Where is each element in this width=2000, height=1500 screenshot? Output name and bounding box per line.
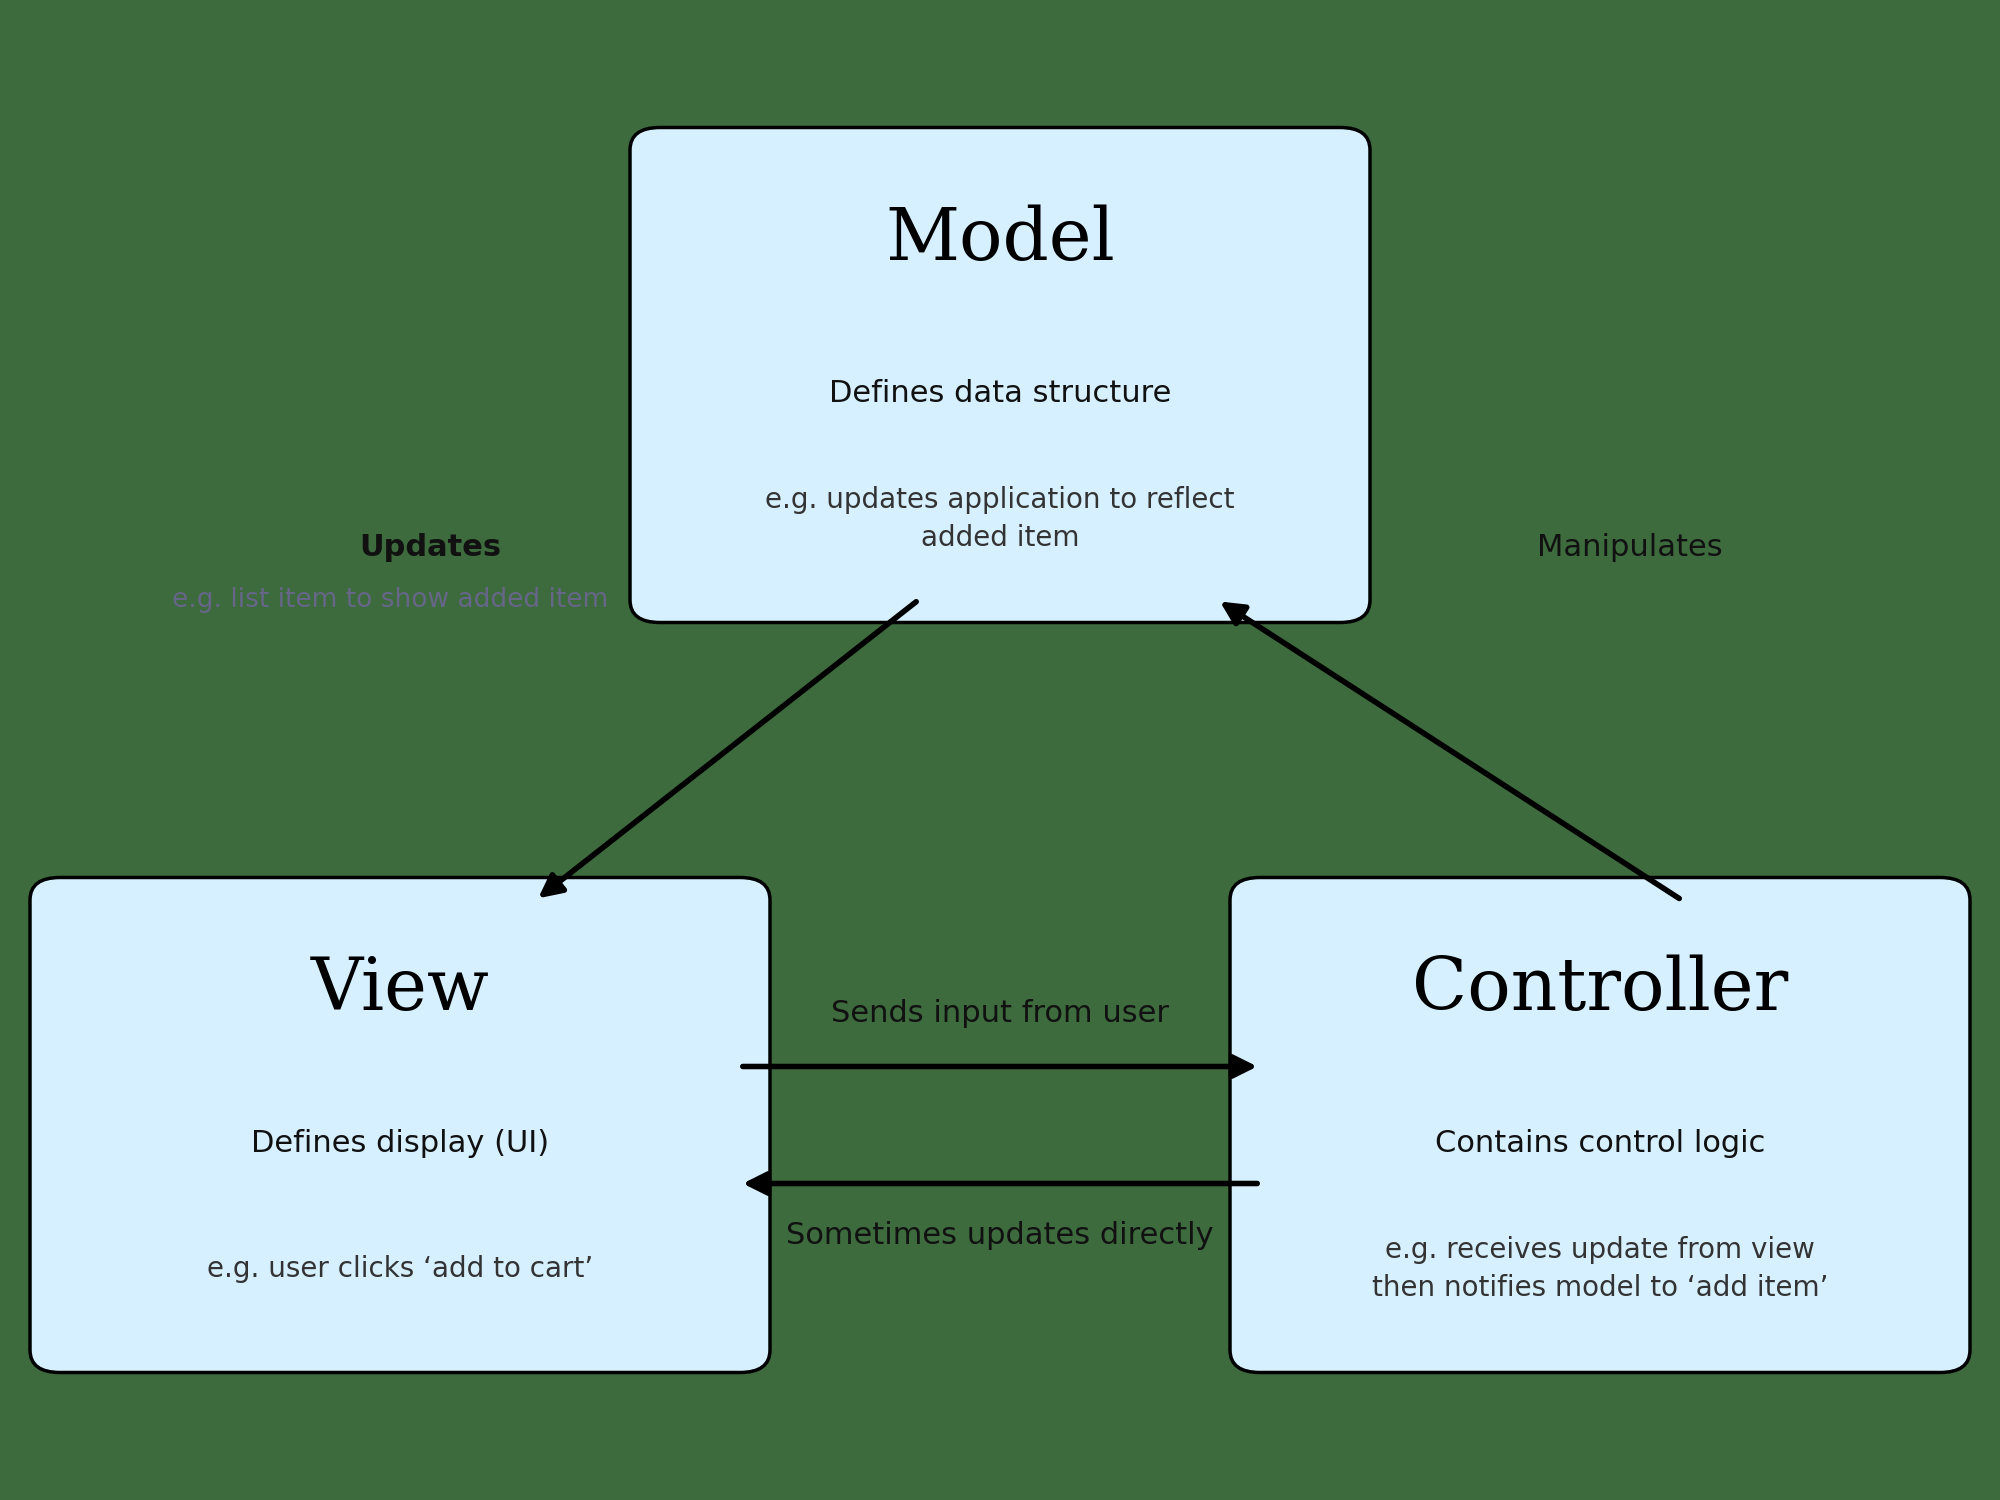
Text: e.g. list item to show added item: e.g. list item to show added item: [172, 586, 608, 613]
Text: View: View: [310, 954, 490, 1026]
Text: Defines display (UI): Defines display (UI): [250, 1128, 550, 1158]
Text: Model: Model: [886, 204, 1114, 276]
Text: e.g. user clicks ‘add to cart’: e.g. user clicks ‘add to cart’: [206, 1256, 594, 1282]
Text: e.g. updates application to reflect
added item: e.g. updates application to reflect adde…: [766, 486, 1234, 552]
Text: Manipulates: Manipulates: [1538, 532, 1722, 562]
Text: Defines data structure: Defines data structure: [828, 378, 1172, 408]
FancyBboxPatch shape: [30, 878, 770, 1372]
FancyBboxPatch shape: [1230, 878, 1970, 1372]
Text: e.g. receives update from view
then notifies model to ‘add item’: e.g. receives update from view then noti…: [1372, 1236, 1828, 1302]
FancyBboxPatch shape: [630, 128, 1370, 622]
Text: Sends input from user: Sends input from user: [832, 999, 1168, 1029]
Text: Sometimes updates directly: Sometimes updates directly: [786, 1221, 1214, 1251]
Text: Updates: Updates: [358, 532, 502, 562]
Text: Contains control logic: Contains control logic: [1434, 1128, 1766, 1158]
Text: Controller: Controller: [1412, 954, 1788, 1026]
